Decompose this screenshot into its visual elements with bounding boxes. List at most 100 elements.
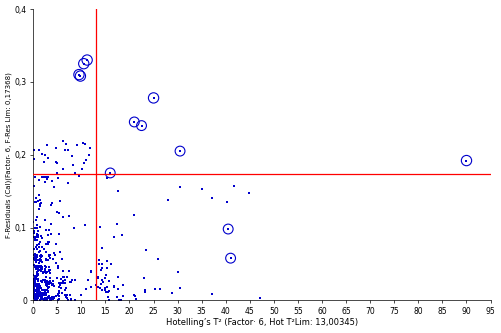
Point	[45, 284, 53, 289]
Point	[34, 266, 42, 271]
Point	[33, 295, 41, 301]
Point	[226, 255, 234, 261]
Point	[33, 233, 41, 239]
Point	[31, 174, 39, 179]
Point	[38, 266, 46, 272]
Point	[42, 264, 50, 270]
Point	[105, 279, 113, 284]
Point	[34, 271, 42, 276]
Point	[55, 211, 63, 216]
Point	[34, 199, 42, 204]
Point	[30, 284, 38, 289]
Point	[54, 265, 62, 270]
Point	[41, 277, 49, 283]
Point	[32, 280, 40, 285]
Point	[37, 297, 45, 302]
Point	[57, 276, 65, 282]
Point	[50, 295, 58, 301]
Point	[114, 274, 122, 280]
Point	[65, 147, 73, 152]
Point	[45, 293, 53, 299]
Point	[45, 269, 53, 274]
Point	[69, 162, 77, 167]
Point	[45, 295, 53, 301]
Point	[42, 257, 50, 263]
Point	[43, 295, 51, 301]
Point	[35, 206, 43, 212]
Point	[55, 290, 63, 295]
Point	[34, 283, 42, 288]
Point	[31, 297, 39, 303]
Point	[43, 279, 51, 284]
Point	[44, 241, 52, 246]
Point	[30, 147, 38, 152]
Point	[150, 95, 158, 101]
Point	[33, 281, 41, 286]
Point	[34, 246, 42, 251]
Point	[207, 292, 215, 297]
Point	[55, 288, 63, 294]
Point	[117, 298, 125, 303]
Point	[35, 260, 43, 265]
Point	[30, 246, 38, 251]
Point	[41, 277, 49, 283]
Point	[41, 152, 49, 157]
Point	[46, 297, 54, 303]
Point	[54, 291, 62, 297]
Point	[33, 271, 41, 277]
Point	[34, 234, 42, 240]
Point	[52, 293, 60, 298]
Point	[41, 287, 49, 292]
Point	[46, 253, 54, 259]
Point	[44, 283, 52, 289]
Point	[32, 244, 40, 249]
Point	[33, 253, 41, 258]
Point	[37, 268, 45, 273]
Point	[84, 278, 92, 283]
Point	[32, 296, 40, 301]
Point	[42, 281, 50, 286]
Point	[50, 294, 58, 300]
Point	[141, 289, 149, 295]
Point	[48, 178, 56, 183]
Point	[40, 159, 48, 165]
Point	[156, 287, 164, 292]
Point	[141, 287, 149, 292]
Point	[104, 289, 112, 295]
Point	[62, 294, 70, 300]
Point	[226, 255, 234, 261]
Point	[32, 199, 40, 205]
Point	[34, 295, 42, 300]
Point	[35, 288, 43, 293]
Point	[33, 237, 41, 243]
Point	[198, 186, 206, 191]
Point	[51, 252, 59, 258]
Point	[174, 270, 182, 275]
Point	[32, 236, 40, 242]
Point	[44, 174, 52, 179]
Point	[41, 298, 49, 303]
Point	[33, 292, 41, 297]
Point	[176, 149, 184, 154]
Point	[94, 275, 102, 281]
Point	[36, 285, 44, 290]
Point	[107, 262, 115, 267]
Point	[30, 278, 38, 283]
Point	[42, 297, 50, 302]
Point	[46, 280, 54, 285]
Point	[35, 242, 43, 247]
Point	[36, 256, 44, 262]
Point	[33, 242, 41, 247]
Point	[37, 292, 45, 298]
Point	[31, 279, 39, 285]
Point	[30, 228, 38, 233]
Point	[55, 231, 63, 237]
Point	[36, 239, 44, 245]
Point	[224, 226, 232, 232]
Point	[41, 297, 49, 302]
Point	[41, 296, 49, 301]
Point	[43, 177, 51, 182]
Point	[39, 270, 47, 275]
Point	[36, 224, 44, 230]
Point	[35, 285, 43, 291]
